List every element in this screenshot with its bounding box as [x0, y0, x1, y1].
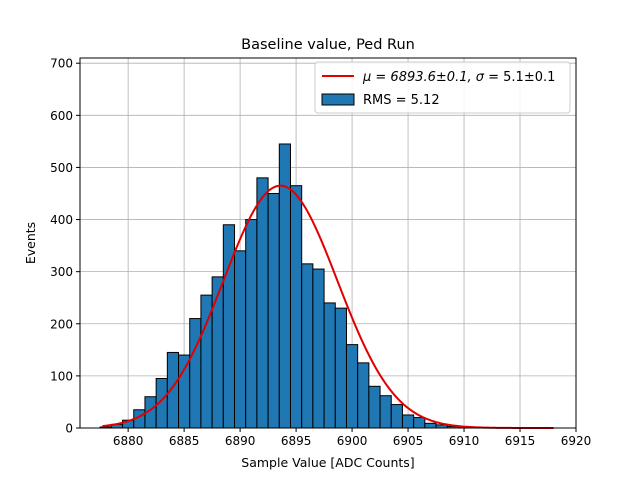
histogram-bar — [424, 422, 437, 429]
histogram-bar — [166, 351, 180, 429]
gaussian-fit-curve — [102, 184, 554, 429]
x-tick-label: 6880 — [113, 434, 144, 448]
y-tick-label: 0 — [65, 422, 73, 436]
x-axis-ticks: 6880 6885 6890 6895 6900 6905 6910 6915 6920 — [113, 428, 591, 448]
y-axis-label: Events — [23, 222, 38, 264]
x-tick-label: 6900 — [337, 434, 368, 448]
histogram-bar — [289, 185, 303, 429]
legend-fit-label: μ = 6893.6±0.1, σ = 5.1±0.1 — [362, 70, 555, 85]
x-tick-label: 6885 — [169, 434, 200, 448]
histogram-bar — [312, 268, 325, 429]
legend-rms-label: RMS = 5.12 — [363, 93, 440, 108]
histogram-bar — [211, 276, 224, 429]
histogram-bar — [323, 302, 336, 429]
y-tick-label: 200 — [50, 317, 73, 331]
y-tick-label: 300 — [50, 265, 73, 279]
histogram-bar — [390, 404, 403, 429]
histogram-bar — [245, 219, 258, 429]
histogram-bar — [379, 395, 392, 429]
legend-fit-mu: μ = 6893.6±0.1, — [362, 70, 476, 85]
histogram-bar — [357, 362, 370, 429]
x-axis-label: Sample Value [ADC Counts] — [241, 455, 414, 470]
histogram-bar — [267, 192, 280, 429]
histogram-bar — [178, 354, 191, 429]
plot-frame — [79, 57, 577, 429]
histogram-bar — [334, 307, 347, 429]
y-tick-label: 600 — [50, 109, 73, 123]
legend-box — [314, 61, 571, 114]
histogram-bars — [99, 143, 482, 429]
histogram-bar — [368, 385, 381, 429]
histogram-bar — [345, 344, 359, 429]
x-tick-label: 6915 — [505, 434, 536, 448]
x-tick-label: 6895 — [281, 434, 312, 448]
x-tick-label: 6905 — [393, 434, 424, 448]
histogram-bar — [256, 177, 269, 429]
legend: μ = 6893.6±0.1, σ = 5.1±0.1 RMS = 5.12 — [314, 61, 571, 114]
histogram-bar — [413, 417, 426, 429]
x-tick-label: 6890 — [225, 434, 256, 448]
y-tick-label: 500 — [50, 161, 73, 175]
histogram-bar — [401, 414, 415, 429]
chart-title: Baseline value, Ped Run — [241, 37, 415, 53]
histogram-bar — [301, 263, 314, 429]
y-tick-label: 100 — [50, 369, 73, 383]
legend-fit-sigma-value: = 5.1±0.1 — [484, 70, 555, 85]
histogram-bar — [189, 318, 202, 429]
y-axis-ticks: 0 100 200 300 400 500 600 700 — [50, 57, 80, 436]
legend-fit-sigma-symbol: σ — [476, 70, 485, 85]
y-tick-label: 400 — [50, 213, 73, 227]
histogram-bar — [234, 250, 247, 429]
x-tick-label: 6910 — [449, 434, 480, 448]
legend-rms-swatch — [321, 93, 355, 106]
x-tick-label: 6920 — [561, 434, 592, 448]
y-tick-label: 700 — [50, 57, 73, 71]
